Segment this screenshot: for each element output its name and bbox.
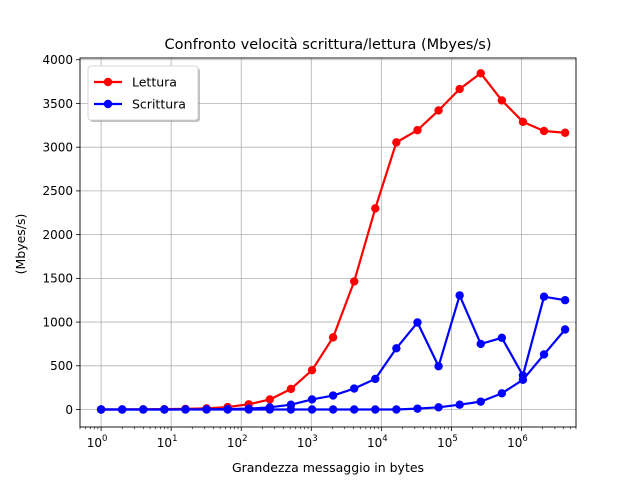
x-axis-label: Grandezza messaggio in bytes bbox=[232, 460, 424, 475]
data-point-series-3 bbox=[349, 405, 359, 414]
y-tick-label: 2000 bbox=[42, 228, 73, 242]
series-layer bbox=[96, 69, 570, 414]
x-tick-label: 105 bbox=[437, 434, 458, 450]
data-point-series-3 bbox=[518, 375, 528, 384]
data-point-series-3 bbox=[202, 405, 211, 414]
x-tick-label: 104 bbox=[367, 434, 388, 450]
data-point-series-1 bbox=[518, 117, 528, 127]
data-point-series-1 bbox=[371, 204, 380, 213]
data-point-series-3 bbox=[139, 405, 148, 414]
legend-label: Scrittura bbox=[132, 97, 186, 112]
data-point-series-3 bbox=[413, 404, 422, 413]
data-point-series-2 bbox=[455, 291, 464, 300]
data-point-series-1 bbox=[349, 277, 359, 286]
legend-marker bbox=[103, 99, 113, 109]
data-point-series-2 bbox=[560, 296, 570, 305]
data-point-series-2 bbox=[413, 318, 422, 327]
data-point-series-2 bbox=[392, 344, 401, 353]
data-point-series-3 bbox=[307, 405, 317, 414]
y-tick-label: 3500 bbox=[42, 97, 73, 111]
data-point-series-2 bbox=[434, 362, 443, 371]
data-point-series-3 bbox=[181, 405, 190, 414]
data-point-series-1 bbox=[476, 69, 485, 78]
data-point-series-2 bbox=[539, 292, 549, 301]
y-tick-label: 500 bbox=[50, 359, 73, 373]
x-axis-ticks: 100 101 102 103 104 105 106 bbox=[79, 427, 577, 450]
data-point-series-2 bbox=[307, 395, 317, 404]
data-point-series-3 bbox=[286, 405, 296, 414]
data-point-series-3 bbox=[117, 405, 127, 414]
data-point-series-3 bbox=[560, 325, 570, 334]
y-tick-label: 1000 bbox=[42, 315, 73, 329]
data-point-series-1 bbox=[497, 96, 507, 105]
data-point-series-3 bbox=[371, 405, 380, 414]
data-point-series-2 bbox=[349, 384, 359, 393]
y-axis-label: (Mbyes/s) bbox=[13, 214, 28, 275]
data-point-series-3 bbox=[244, 405, 253, 414]
data-point-series-1 bbox=[560, 128, 570, 137]
data-point-series-3 bbox=[96, 405, 106, 414]
x-tick-label: 102 bbox=[227, 434, 248, 450]
data-point-series-2 bbox=[328, 391, 338, 400]
data-point-series-1 bbox=[286, 384, 296, 394]
data-point-series-3 bbox=[434, 403, 443, 412]
x-tick-label: 103 bbox=[297, 434, 318, 450]
y-tick-label: 2500 bbox=[42, 184, 73, 198]
data-point-series-1 bbox=[307, 365, 317, 375]
data-point-series-1 bbox=[328, 333, 338, 342]
y-tick-label: 1500 bbox=[42, 272, 73, 286]
chart-title: Confronto velocità scrittura/lettura (Mb… bbox=[164, 37, 491, 53]
y-tick-label: 0 bbox=[65, 403, 73, 417]
plot-frame bbox=[79, 57, 577, 428]
data-point-series-3 bbox=[328, 405, 338, 414]
data-point-series-3 bbox=[476, 397, 485, 406]
data-point-series-3 bbox=[392, 405, 401, 414]
legend: Lettura Scrittura bbox=[87, 65, 200, 122]
data-point-series-3 bbox=[223, 405, 232, 414]
data-point-series-1 bbox=[265, 395, 275, 404]
legend-box bbox=[87, 65, 199, 121]
data-point-series-3 bbox=[497, 389, 507, 398]
y-tick-label: 3000 bbox=[42, 140, 73, 154]
data-point-series-1 bbox=[392, 138, 401, 147]
x-tick-label: 101 bbox=[157, 434, 178, 450]
data-point-series-3 bbox=[539, 350, 549, 359]
data-point-series-1 bbox=[539, 126, 549, 136]
data-point-series-3 bbox=[160, 405, 169, 414]
y-tick-label: 4000 bbox=[42, 53, 73, 67]
data-point-series-3 bbox=[265, 405, 275, 414]
legend-label: Lettura bbox=[132, 75, 177, 90]
data-point-series-2 bbox=[371, 374, 380, 384]
legend-marker bbox=[103, 77, 113, 87]
data-point-series-1 bbox=[455, 84, 464, 94]
data-point-series-3 bbox=[455, 400, 464, 409]
data-point-series-1 bbox=[413, 125, 422, 135]
y-axis-ticks: 0 500 1000 1500 2000 2500 3000 3500 4000 bbox=[42, 53, 80, 417]
x-tick-label: 100 bbox=[87, 434, 108, 450]
data-point-series-1 bbox=[434, 106, 443, 115]
data-point-series-2 bbox=[476, 339, 485, 349]
data-point-series-2 bbox=[497, 333, 507, 343]
x-tick-label: 106 bbox=[507, 434, 528, 450]
